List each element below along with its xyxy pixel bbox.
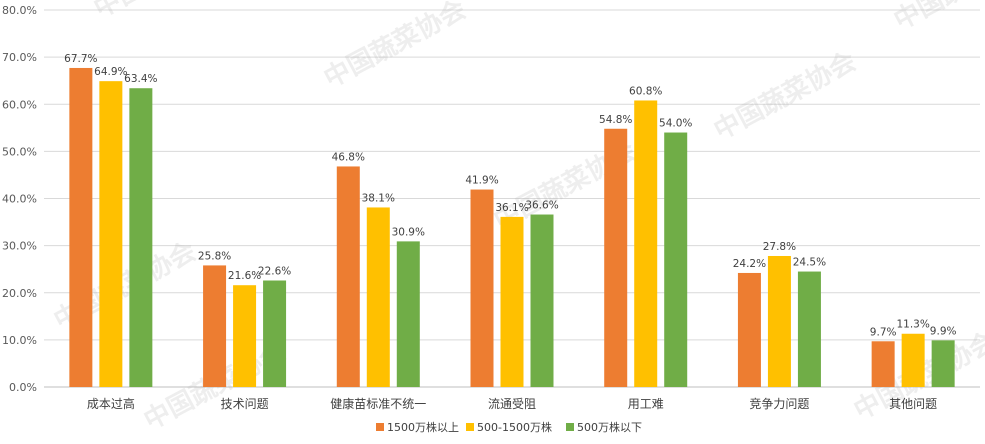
data-label: 11.3% — [896, 319, 929, 331]
data-label: 24.5% — [793, 257, 826, 269]
category-label: 技术问题 — [221, 397, 269, 411]
x-axis: 成本过高 技术问题 健康苗标准不统一 流通受阻 用工难 竞争力问题 其他问题 — [87, 396, 937, 411]
watermark-text: 中国蔬菜协会 — [889, 0, 985, 36]
legend-label: 1500万株以上 — [387, 420, 459, 434]
y-tick-label: 70.0% — [2, 51, 37, 64]
legend-label: 500-1500万株 — [477, 420, 552, 434]
watermark-text: 中国蔬菜协会 — [319, 0, 471, 94]
y-tick-label: 20.0% — [2, 287, 37, 300]
gridlines — [44, 9, 980, 388]
data-label: 25.8% — [198, 250, 231, 262]
bar — [767, 255, 791, 387]
bar — [470, 189, 494, 387]
data-label: 67.7% — [64, 53, 97, 65]
bars — [69, 67, 955, 388]
data-label: 27.8% — [763, 241, 796, 253]
data-label: 41.9% — [465, 175, 498, 187]
bar — [263, 280, 287, 387]
y-tick-label: 0.0% — [9, 381, 37, 394]
y-tick-label: 50.0% — [2, 145, 37, 158]
legend-swatch — [376, 423, 384, 431]
bar — [396, 241, 420, 387]
bar — [500, 216, 524, 387]
y-tick-label: 40.0% — [2, 193, 37, 206]
y-tick-label: 10.0% — [2, 334, 37, 347]
bar — [233, 285, 257, 387]
y-axis: 0.0% 10.0% 20.0% 30.0% 40.0% 50.0% 60.0% 70.0% 8… — [2, 4, 37, 394]
bar — [901, 333, 925, 387]
bar — [203, 265, 227, 387]
category-label: 竞争力问题 — [749, 397, 809, 411]
category-label: 其他问题 — [889, 397, 937, 411]
bar — [69, 67, 93, 388]
bar — [664, 132, 688, 387]
data-label: 60.8% — [629, 85, 662, 97]
data-label: 30.9% — [392, 226, 425, 238]
data-label: 46.8% — [332, 151, 365, 163]
bar — [530, 214, 554, 387]
data-label: 63.4% — [124, 73, 157, 85]
data-label: 64.9% — [94, 66, 127, 78]
legend-label: 500万株以下 — [577, 420, 642, 434]
bar — [366, 207, 390, 387]
bar — [797, 271, 821, 387]
legend-swatch — [566, 423, 574, 431]
y-tick-label: 30.0% — [2, 240, 37, 253]
data-label: 36.1% — [495, 202, 528, 214]
data-label: 24.2% — [733, 258, 766, 270]
data-label: 36.6% — [525, 200, 558, 212]
category-label: 流通受阻 — [488, 397, 536, 411]
bar — [129, 88, 153, 387]
legend-swatch — [466, 423, 474, 431]
data-label: 9.9% — [930, 325, 957, 337]
data-label: 54.0% — [659, 118, 692, 130]
bar — [99, 81, 123, 387]
watermark-text: 中国蔬菜协会 — [709, 46, 861, 146]
category-label: 健康苗标准不统一 — [330, 396, 426, 411]
category-label: 成本过高 — [87, 396, 135, 411]
watermark-text: 中国蔬菜协会 — [89, 0, 241, 24]
bar — [336, 166, 360, 387]
data-label: 38.1% — [362, 192, 395, 204]
bar — [871, 341, 895, 387]
data-labels: 67.7%64.9%63.4% 25.8% 21.6%22.6% 46.8% 38.1%… — [64, 53, 956, 338]
data-label: 9.7% — [870, 326, 897, 338]
data-label: 22.6% — [258, 265, 291, 277]
data-label: 21.6% — [228, 270, 261, 282]
bar — [931, 340, 955, 387]
y-tick-label: 80.0% — [2, 4, 37, 17]
y-tick-label: 60.0% — [2, 98, 37, 111]
legend: 1500万株以上 500-1500万株 500万株以下 — [376, 420, 642, 434]
bar — [737, 272, 761, 387]
bar — [604, 128, 628, 387]
category-label: 用工难 — [628, 397, 664, 411]
data-label: 54.8% — [599, 114, 632, 126]
bar — [634, 100, 658, 387]
